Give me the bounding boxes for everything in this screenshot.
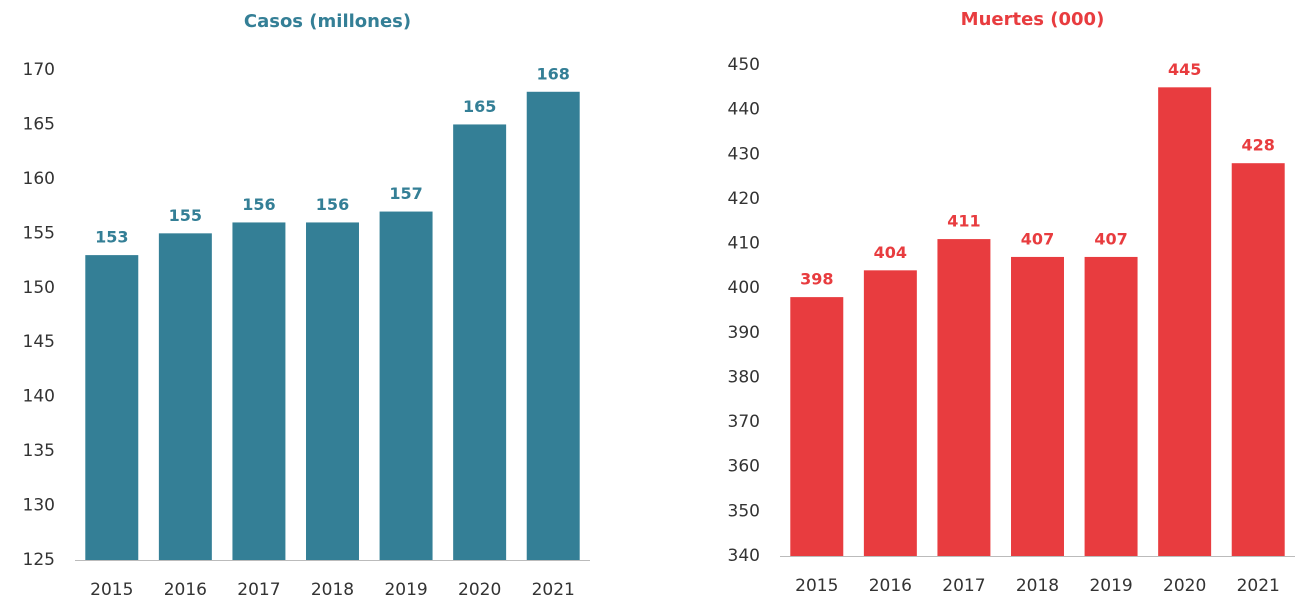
value-label: 156 bbox=[316, 195, 349, 214]
bar bbox=[790, 297, 844, 556]
y-tick-label: 420 bbox=[728, 189, 760, 209]
value-label: 168 bbox=[537, 64, 570, 83]
x-tick-label: 2018 bbox=[1016, 576, 1059, 596]
y-tick-label: 400 bbox=[728, 278, 760, 298]
bar bbox=[232, 222, 286, 560]
bar bbox=[158, 233, 212, 561]
x-tick-label: 2019 bbox=[384, 580, 427, 600]
y-tick-label: 135 bbox=[23, 441, 55, 461]
bar bbox=[937, 239, 991, 556]
x-tick-label: 2017 bbox=[942, 576, 985, 596]
y-tick-label: 340 bbox=[728, 546, 760, 566]
y-tick-label: 165 bbox=[23, 114, 55, 134]
y-tick-label: 390 bbox=[728, 323, 760, 343]
bar bbox=[1231, 163, 1285, 556]
y-tick-label: 150 bbox=[23, 278, 55, 298]
x-tick-label: 2018 bbox=[311, 580, 354, 600]
value-label: 155 bbox=[169, 206, 202, 225]
bar bbox=[1158, 87, 1212, 557]
x-tick-label: 2020 bbox=[458, 580, 501, 600]
value-label: 157 bbox=[389, 184, 422, 203]
value-label: 407 bbox=[1094, 229, 1127, 248]
y-tick-label: 440 bbox=[728, 100, 760, 120]
y-tick-label: 360 bbox=[728, 457, 760, 477]
y-tick-label: 145 bbox=[23, 332, 55, 352]
y-tick-label: 160 bbox=[23, 169, 55, 189]
bar bbox=[863, 270, 917, 556]
bar bbox=[85, 255, 139, 560]
x-tick-label: 2021 bbox=[532, 580, 575, 600]
value-label: 404 bbox=[874, 243, 907, 262]
value-label: 407 bbox=[1021, 229, 1054, 248]
value-label: 428 bbox=[1242, 136, 1275, 155]
y-tick-label: 170 bbox=[23, 60, 55, 80]
bar bbox=[1084, 256, 1138, 556]
bar bbox=[1011, 256, 1064, 556]
x-tick-label: 2015 bbox=[795, 576, 838, 596]
bar bbox=[453, 124, 507, 560]
y-tick-label: 140 bbox=[23, 387, 55, 407]
bar bbox=[379, 211, 433, 561]
x-tick-label: 2017 bbox=[237, 580, 280, 600]
y-tick-label: 430 bbox=[728, 144, 760, 164]
chart-title: Casos (millones) bbox=[244, 11, 411, 32]
value-label: 411 bbox=[947, 212, 980, 231]
chart-title: Muertes (000) bbox=[961, 9, 1105, 30]
value-label: 165 bbox=[463, 97, 496, 116]
x-tick-label: 2016 bbox=[869, 576, 912, 596]
y-tick-label: 130 bbox=[23, 496, 55, 516]
y-tick-label: 350 bbox=[728, 501, 760, 521]
y-tick-label: 380 bbox=[728, 367, 760, 387]
bar bbox=[526, 91, 580, 561]
bar bbox=[306, 222, 359, 560]
x-tick-label: 2019 bbox=[1089, 576, 1132, 596]
value-label: 153 bbox=[95, 228, 128, 247]
x-tick-label: 2016 bbox=[164, 580, 207, 600]
x-tick-label: 2021 bbox=[1237, 576, 1280, 596]
value-label: 156 bbox=[242, 195, 275, 214]
y-tick-label: 155 bbox=[23, 223, 55, 243]
y-tick-label: 410 bbox=[728, 234, 760, 254]
x-tick-label: 2015 bbox=[90, 580, 133, 600]
y-tick-label: 125 bbox=[23, 550, 55, 570]
y-tick-label: 370 bbox=[728, 412, 760, 432]
value-label: 445 bbox=[1168, 60, 1201, 79]
y-tick-label: 450 bbox=[728, 55, 760, 75]
x-tick-label: 2020 bbox=[1163, 576, 1206, 596]
value-label: 398 bbox=[800, 270, 833, 289]
